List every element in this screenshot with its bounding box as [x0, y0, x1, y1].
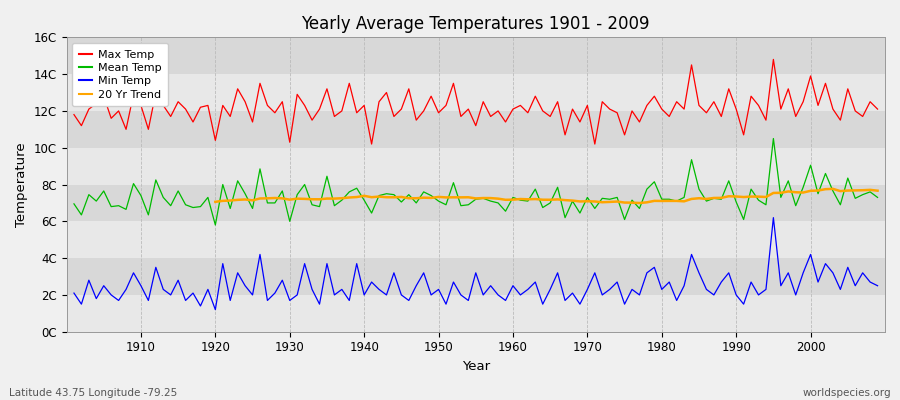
Bar — [67, 258, 885, 295]
X-axis label: Year: Year — [462, 360, 490, 373]
Legend: Max Temp, Mean Temp, Min Temp, 20 Yr Trend: Max Temp, Mean Temp, Min Temp, 20 Yr Tre… — [72, 43, 168, 106]
Text: worldspecies.org: worldspecies.org — [803, 388, 891, 398]
Title: Yearly Average Temperatures 1901 - 2009: Yearly Average Temperatures 1901 - 2009 — [302, 15, 650, 33]
Bar — [67, 184, 885, 221]
Text: Latitude 43.75 Longitude -79.25: Latitude 43.75 Longitude -79.25 — [9, 388, 177, 398]
Bar — [67, 295, 885, 332]
Bar — [67, 221, 885, 258]
Bar — [67, 148, 885, 184]
Y-axis label: Temperature: Temperature — [15, 142, 28, 227]
Bar — [67, 37, 885, 74]
Bar — [67, 111, 885, 148]
Bar — [67, 74, 885, 111]
